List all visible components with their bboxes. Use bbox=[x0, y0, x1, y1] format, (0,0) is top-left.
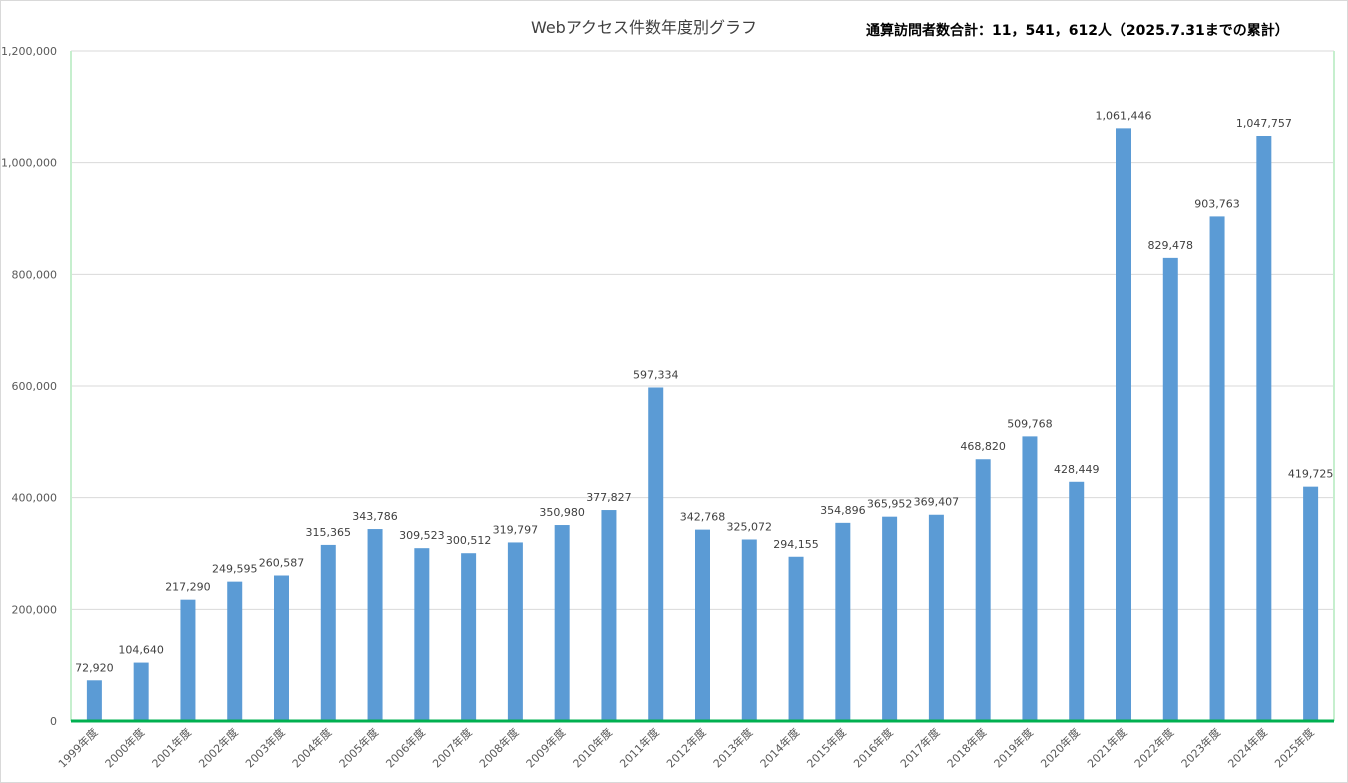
bar bbox=[741, 539, 757, 721]
y-tick-label: 1,200,000 bbox=[1, 45, 57, 58]
x-tick-label: 2020年度 bbox=[1038, 725, 1083, 770]
data-label: 1,061,446 bbox=[1096, 109, 1152, 122]
x-tick-label: 2014年度 bbox=[757, 725, 802, 770]
bar bbox=[1256, 136, 1272, 722]
x-tick-label: 2010年度 bbox=[570, 725, 615, 770]
y-tick-label: 200,000 bbox=[12, 603, 58, 616]
bar bbox=[601, 510, 617, 721]
data-label: 365,952 bbox=[867, 498, 913, 511]
bar bbox=[695, 529, 710, 721]
y-tick-label: 800,000 bbox=[12, 268, 58, 281]
y-axis-ticks: 0 200,000 400,000 600,000 800,000 1,000,000 1,… bbox=[1, 45, 57, 728]
data-label: 509,768 bbox=[1007, 417, 1053, 430]
data-label: 342,768 bbox=[680, 511, 726, 524]
x-tick-label: 2021年度 bbox=[1084, 725, 1129, 770]
data-label: 260,587 bbox=[259, 557, 305, 570]
bar bbox=[788, 556, 804, 721]
bar bbox=[882, 516, 898, 721]
data-label: 597,334 bbox=[633, 368, 679, 381]
gridlines bbox=[71, 50, 1334, 610]
bar bbox=[975, 459, 991, 721]
bar bbox=[1209, 216, 1225, 721]
x-tick-label: 2015年度 bbox=[804, 725, 849, 770]
bar bbox=[648, 387, 664, 721]
x-tick-label: 2022年度 bbox=[1131, 725, 1176, 770]
data-label: 354,896 bbox=[820, 504, 866, 517]
data-label: 350,980 bbox=[539, 506, 585, 519]
bar bbox=[1022, 436, 1038, 721]
data-label: 325,072 bbox=[727, 521, 773, 534]
data-label: 72,920 bbox=[75, 661, 114, 674]
x-tick-label: 2024年度 bbox=[1225, 725, 1270, 770]
bar bbox=[507, 542, 523, 721]
x-tick-label: 2016年度 bbox=[850, 725, 895, 770]
x-tick-label: 2017年度 bbox=[897, 725, 942, 770]
data-label: 419,725 bbox=[1288, 468, 1334, 481]
x-tick-label: 2003年度 bbox=[242, 725, 287, 770]
bar bbox=[180, 599, 196, 721]
x-tick-label: 1999年度 bbox=[55, 725, 100, 770]
x-tick-label: 2009年度 bbox=[523, 725, 568, 770]
x-tick-label: 2019年度 bbox=[991, 725, 1036, 770]
data-label: 343,786 bbox=[352, 510, 398, 523]
data-label: 428,449 bbox=[1054, 463, 1100, 476]
x-tick-label: 2001年度 bbox=[149, 725, 194, 770]
data-label: 104,640 bbox=[118, 644, 164, 657]
bar bbox=[1069, 481, 1085, 721]
x-axis-ticks: 1999年度 2000年度 2001年度 2002年度 2003年度 2004年度 2005… bbox=[55, 725, 1316, 770]
bar bbox=[414, 548, 430, 721]
data-label: 377,827 bbox=[586, 491, 632, 504]
x-tick-label: 2011年度 bbox=[617, 725, 662, 770]
data-label: 315,365 bbox=[306, 526, 352, 539]
y-tick-label: 1,000,000 bbox=[1, 157, 57, 170]
y-tick-label: 400,000 bbox=[12, 492, 58, 505]
bars bbox=[86, 128, 1319, 722]
x-tick-label: 2004年度 bbox=[289, 725, 334, 770]
y-tick-label: 0 bbox=[50, 715, 57, 728]
data-label: 217,290 bbox=[165, 581, 211, 594]
bar bbox=[835, 522, 851, 721]
chart-title: Webアクセス件数年度別グラフ bbox=[530, 18, 758, 37]
y-tick-label: 600,000 bbox=[12, 380, 58, 393]
bar bbox=[461, 553, 477, 721]
bar bbox=[227, 581, 243, 721]
x-tick-label: 2008年度 bbox=[476, 725, 521, 770]
data-label: 369,407 bbox=[914, 496, 960, 509]
x-tick-label: 2007年度 bbox=[429, 725, 474, 770]
data-label: 903,763 bbox=[1194, 197, 1240, 210]
bar bbox=[1116, 128, 1131, 721]
x-tick-label: 2023年度 bbox=[1178, 725, 1223, 770]
bar bbox=[133, 662, 149, 721]
bar bbox=[928, 514, 944, 721]
data-label: 1,047,757 bbox=[1236, 117, 1292, 130]
data-label: 468,820 bbox=[960, 440, 1006, 453]
x-tick-label: 2013年度 bbox=[710, 725, 755, 770]
data-label: 249,595 bbox=[212, 563, 258, 576]
data-label: 294,155 bbox=[773, 538, 819, 551]
x-tick-label: 2002年度 bbox=[196, 725, 241, 770]
x-tick-label: 2018年度 bbox=[944, 725, 989, 770]
x-tick-label: 2000年度 bbox=[102, 725, 147, 770]
bar bbox=[367, 529, 383, 721]
x-tick-label: 2005年度 bbox=[336, 725, 381, 770]
data-label: 300,512 bbox=[446, 534, 492, 547]
bar bbox=[1162, 257, 1178, 721]
bar bbox=[1303, 486, 1319, 721]
data-label: 319,797 bbox=[493, 523, 539, 536]
x-tick-label: 2025年度 bbox=[1271, 725, 1316, 770]
bar bbox=[86, 680, 102, 721]
bar bbox=[274, 575, 289, 721]
data-label: 829,478 bbox=[1148, 239, 1194, 252]
x-tick-label: 2012年度 bbox=[663, 725, 708, 770]
data-label: 309,523 bbox=[399, 529, 445, 542]
bar bbox=[320, 544, 336, 721]
total-visitors-note: 通算訪問者数合計：11，541，612人（2025.7.31までの累計） bbox=[866, 23, 1289, 39]
bar bbox=[554, 525, 570, 721]
x-tick-label: 2006年度 bbox=[383, 725, 428, 770]
